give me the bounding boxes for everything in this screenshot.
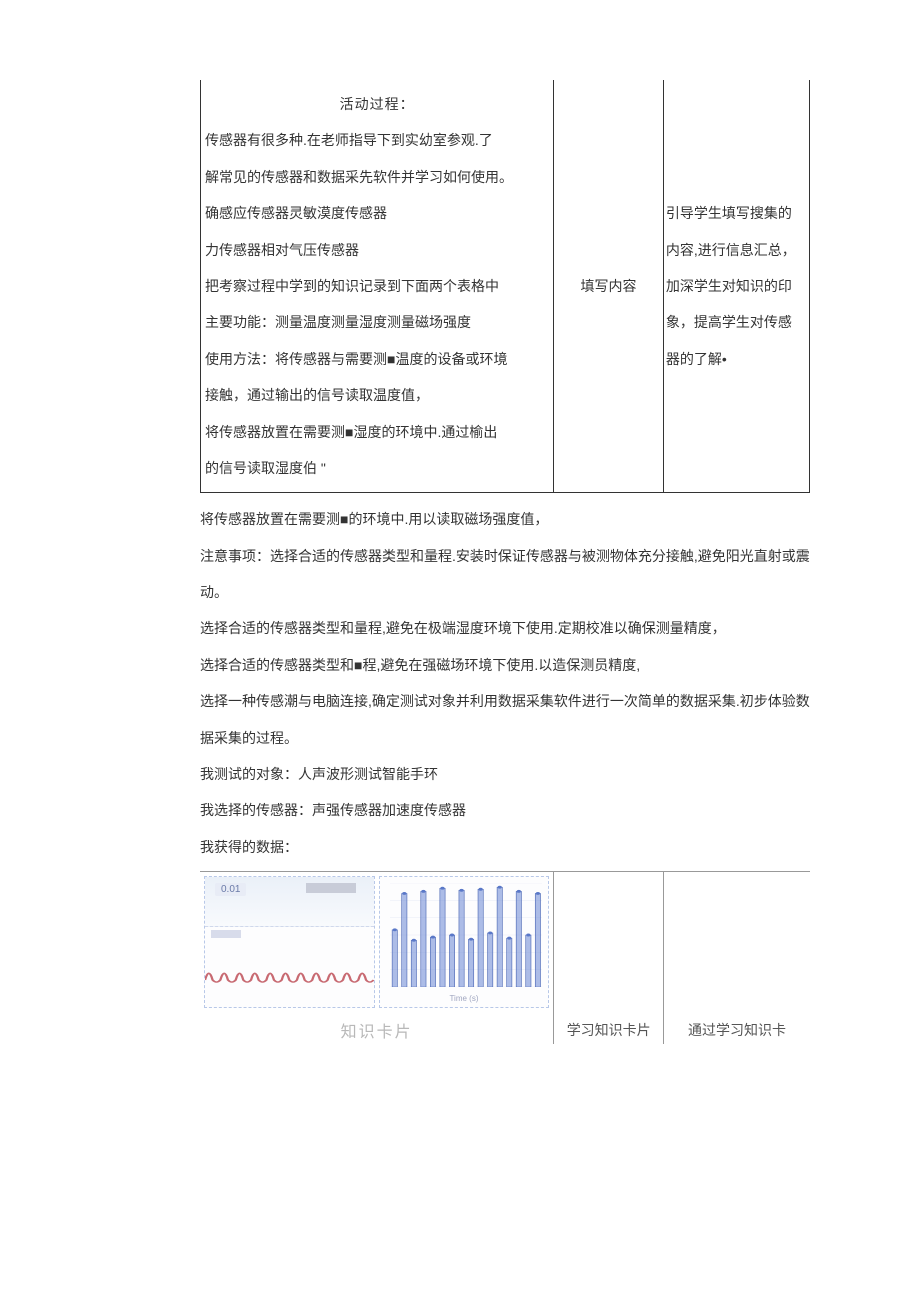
bar-chart: Time (s)	[379, 876, 550, 1008]
body-para: 选择合适的传感器类型和■程,避免在强磁场环境下使用.以造保测员精度,	[200, 647, 810, 683]
knowledge-col2: 学习知识卡片	[554, 872, 664, 1045]
chart-cell: 0.01 Time (s) 知识卡片	[200, 872, 554, 1045]
waveform-top-panel: 0.01	[205, 877, 374, 926]
activity-line: 传感器有很多种.在老师指导下到实幼室参观.了	[205, 132, 493, 148]
x-axis-label: Time (s)	[380, 994, 549, 1003]
body-para: 注意事项：选择合适的传感器类型和量程.安装时保证传感器与被测物体充分接触,避免阳…	[200, 538, 810, 611]
knowledge-card-label: 知识卡片	[200, 1012, 553, 1044]
activity-line: 接触，通过输出的信号读取温度值，	[205, 387, 429, 403]
activity-line: 使用方法：将传感器与需要测■温度的设备或环境	[205, 351, 507, 367]
value-badge: 0.01	[215, 883, 246, 896]
activity-line: 力传感器相对气压传感器	[205, 242, 359, 258]
activity-line: 确感应传感器灵敏漠度传感器	[205, 205, 387, 221]
knowledge-col3: 通过学习知识卡	[664, 872, 810, 1045]
activity-col2: 填写内容	[554, 80, 664, 493]
body-para: 将传感器放置在需要测■的环境中.用以读取磁场强度值，	[200, 501, 810, 537]
body-para: 选择一种传感潮与电脑连接,确定测试对象并利用数据采集软件进行一次简单的数据采集.…	[200, 683, 810, 756]
activity-line: 主要功能：测量温度测量湿度测量磁场强度	[205, 314, 471, 330]
body-paragraphs: 将传感器放置在需要测■的环境中.用以读取磁场强度值， 注意事项：选择合适的传感器…	[200, 501, 810, 865]
activity-line: 将传感器放置在需要测■湿度的环境中.通过榆出	[205, 424, 497, 440]
body-para: 我获得的数据：	[200, 829, 810, 865]
knowledge-card-table: 0.01 Time (s) 知识卡片 学习知识卡片	[200, 871, 810, 1044]
waveform-chart: 0.01	[204, 876, 375, 1008]
waveform-svg	[205, 951, 374, 999]
activity-line: 的信号读取湿度伯 "	[205, 460, 326, 476]
activity-table: 活动过程： 传感器有很多种.在老师指导下到实幼室参观.了 解常见的传感器和数据采…	[200, 80, 810, 493]
body-para: 我选择的传感器：声强传感器加速度传感器	[200, 792, 810, 828]
chart-area: 0.01 Time (s)	[200, 872, 553, 1012]
body-para: 选择合适的传感器类型和量程,避免在极端湿度环境下使用.定期校准以确保测量精度，	[200, 610, 810, 646]
activity-line: 解常见的传感器和数据采先软件并学习如何使用。	[205, 169, 513, 185]
gray-pill-icon	[306, 883, 356, 893]
bar-chart-svg	[390, 883, 543, 987]
activity-col3: 引导学生填写搜集的内容,进行信息汇总，加深学生对知识的印象，提高学生对传感器的了…	[663, 80, 809, 493]
document-page: 活动过程： 传感器有很多种.在老师指导下到实幼室参观.了 解常见的传感器和数据采…	[0, 0, 920, 1084]
waveform-bottom-panel	[205, 927, 374, 1008]
tiny-label-icon	[211, 930, 241, 938]
activity-col1: 活动过程： 传感器有很多种.在老师指导下到实幼室参观.了 解常见的传感器和数据采…	[201, 80, 554, 493]
activity-title: 活动过程：	[205, 86, 549, 122]
body-para: 我测试的对象：人声波形测试智能手环	[200, 756, 810, 792]
activity-line: 把考察过程中学到的知识记录到下面两个表格中	[205, 278, 499, 294]
